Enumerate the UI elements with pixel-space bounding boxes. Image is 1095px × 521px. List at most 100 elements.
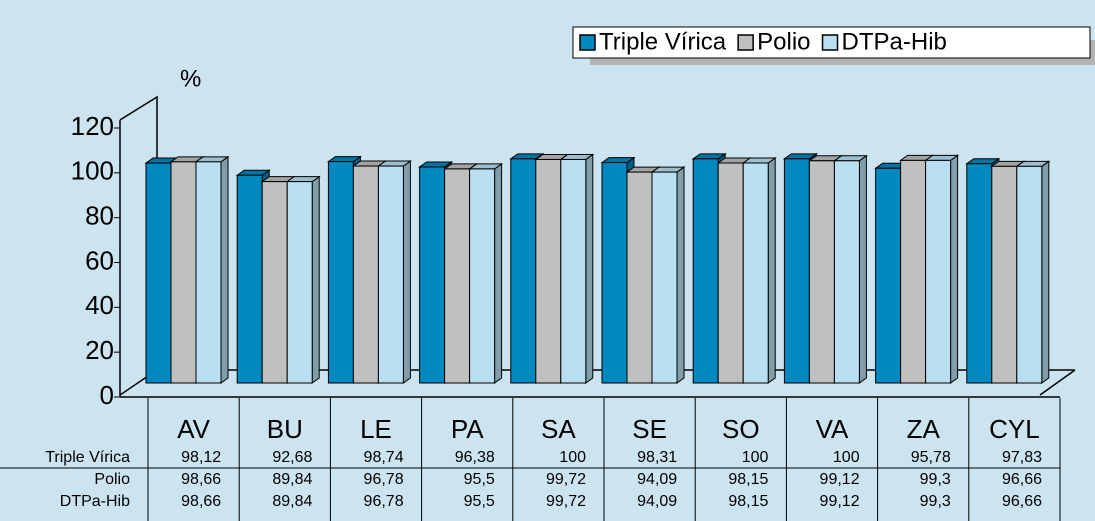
table-cell: 89,84 bbox=[272, 493, 312, 510]
bar bbox=[510, 158, 537, 384]
bar bbox=[535, 158, 562, 384]
legend-label: Triple Vírica bbox=[599, 28, 727, 55]
x-tick-label: SO bbox=[722, 414, 760, 444]
bar bbox=[875, 167, 902, 384]
table-cell: 99,72 bbox=[546, 471, 586, 488]
bar bbox=[966, 163, 993, 384]
bar bbox=[900, 159, 927, 384]
bar-side bbox=[950, 154, 959, 384]
bar bbox=[327, 161, 354, 384]
bar bbox=[352, 165, 379, 384]
y-tick-label: 120 bbox=[71, 111, 114, 141]
x-tick-label: SE bbox=[632, 414, 667, 444]
bar bbox=[692, 158, 719, 384]
bar bbox=[469, 168, 496, 384]
bar-side bbox=[402, 160, 411, 384]
bar bbox=[286, 181, 313, 384]
bar bbox=[991, 165, 1018, 384]
table-cell: 100 bbox=[833, 449, 860, 466]
bar-side bbox=[220, 155, 229, 384]
table-row-label: DTPa-Hib bbox=[60, 493, 130, 510]
legend-label: DTPa-Hib bbox=[842, 28, 947, 55]
bar-side bbox=[1041, 160, 1050, 384]
bar-side bbox=[311, 175, 320, 384]
bar bbox=[783, 158, 810, 384]
y-tick-label: 20 bbox=[85, 335, 114, 365]
bar bbox=[444, 168, 471, 384]
y-axis-label: % bbox=[180, 65, 201, 92]
table-cell: 100 bbox=[742, 449, 769, 466]
legend-label: Polio bbox=[757, 28, 810, 55]
y-tick-label: 60 bbox=[85, 245, 114, 275]
table-cell: 94,09 bbox=[637, 493, 677, 510]
legend-swatch bbox=[579, 34, 596, 51]
bar bbox=[717, 162, 744, 384]
y-tick-label: 80 bbox=[85, 201, 114, 231]
legend-swatch bbox=[737, 34, 754, 51]
table-cell: 96,66 bbox=[1002, 471, 1042, 488]
x-tick-label: CYL bbox=[989, 414, 1040, 444]
table-cell: 96,38 bbox=[455, 449, 495, 466]
table-cell: 95,5 bbox=[464, 493, 495, 510]
x-tick-label: BU bbox=[267, 414, 303, 444]
floor-right bbox=[1039, 369, 1076, 396]
x-tick-label: ZA bbox=[907, 414, 941, 444]
bar bbox=[195, 161, 222, 384]
table-cell: 96,78 bbox=[364, 471, 404, 488]
bar bbox=[651, 171, 678, 384]
table-cell: 100 bbox=[559, 449, 586, 466]
x-tick-label: VA bbox=[816, 414, 849, 444]
table-cell: 98,74 bbox=[364, 449, 404, 466]
bar bbox=[925, 159, 952, 384]
bar bbox=[419, 166, 446, 384]
x-tick-label: LE bbox=[360, 414, 392, 444]
table-cell: 99,72 bbox=[546, 493, 586, 510]
table-cell: 99,3 bbox=[920, 493, 951, 510]
table-cell: 96,78 bbox=[364, 493, 404, 510]
bar bbox=[626, 171, 653, 384]
bar bbox=[1016, 165, 1043, 384]
table-cell: 94,09 bbox=[637, 471, 677, 488]
table-row-label: Polio bbox=[94, 471, 130, 488]
bar bbox=[601, 162, 628, 384]
bar-side bbox=[494, 162, 503, 384]
bar bbox=[261, 181, 288, 384]
bar bbox=[377, 165, 404, 384]
table-cell: 98,15 bbox=[728, 493, 768, 510]
bar-side bbox=[858, 154, 867, 384]
bar bbox=[742, 162, 769, 384]
y-tick-label: 100 bbox=[71, 156, 114, 186]
table-cell: 99,12 bbox=[820, 493, 860, 510]
bar-side bbox=[767, 157, 776, 384]
x-tick-label: SA bbox=[541, 414, 576, 444]
table-cell: 95,5 bbox=[464, 471, 495, 488]
bar bbox=[560, 158, 587, 384]
bar bbox=[170, 161, 197, 384]
bar bbox=[833, 160, 860, 384]
table-cell: 95,78 bbox=[911, 449, 951, 466]
x-tick-label: PA bbox=[451, 414, 484, 444]
table-cell: 98,66 bbox=[181, 471, 221, 488]
y-tick-label: 40 bbox=[85, 290, 114, 320]
table-row-label: Triple Vírica bbox=[45, 449, 130, 466]
table-cell: 98,66 bbox=[181, 493, 221, 510]
bar-side bbox=[585, 153, 594, 384]
table-cell: 92,68 bbox=[272, 449, 312, 466]
table-cell: 98,12 bbox=[181, 449, 221, 466]
bar bbox=[808, 160, 835, 384]
x-tick-label: AV bbox=[177, 414, 210, 444]
legend bbox=[572, 26, 1091, 59]
table-cell: 97,83 bbox=[1002, 449, 1042, 466]
table-cell: 98,31 bbox=[637, 449, 677, 466]
table-cell: 96,66 bbox=[1002, 493, 1042, 510]
table-cell: 99,3 bbox=[920, 471, 951, 488]
legend-swatch bbox=[821, 34, 839, 51]
bar-side bbox=[676, 166, 685, 384]
y-tick-label: 0 bbox=[100, 380, 114, 410]
bar bbox=[145, 162, 172, 384]
table-cell: 99,12 bbox=[820, 471, 860, 488]
table-cell: 89,84 bbox=[272, 471, 312, 488]
table-cell: 98,15 bbox=[728, 471, 768, 488]
bar bbox=[236, 174, 263, 384]
